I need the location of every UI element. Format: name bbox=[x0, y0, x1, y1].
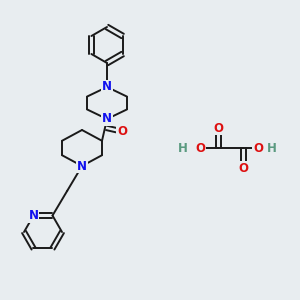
Text: N: N bbox=[102, 80, 112, 94]
Text: N: N bbox=[77, 160, 87, 172]
Text: O: O bbox=[253, 142, 263, 154]
Text: O: O bbox=[213, 122, 223, 134]
Text: N: N bbox=[102, 112, 112, 125]
Text: H: H bbox=[178, 142, 188, 154]
Text: N: N bbox=[28, 209, 38, 222]
Text: H: H bbox=[267, 142, 277, 154]
Text: O: O bbox=[117, 125, 127, 138]
Text: O: O bbox=[238, 161, 248, 175]
Text: O: O bbox=[195, 142, 205, 154]
